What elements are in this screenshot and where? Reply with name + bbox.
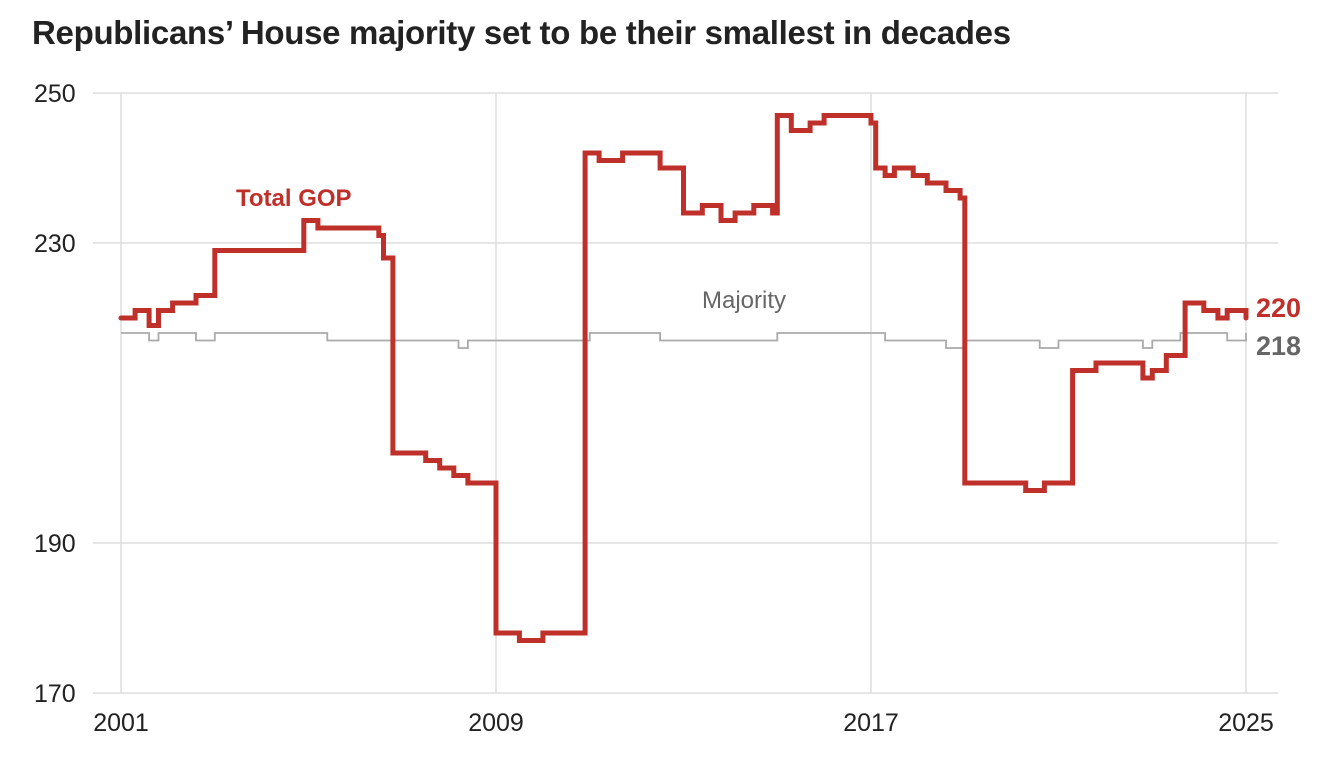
chart-title: Republicans’ House majority set to be th… [32, 14, 1011, 51]
grid-lines [93, 92, 1278, 694]
end-label-majority: 218 [1256, 331, 1301, 361]
series-line-total-gop [118, 113, 1249, 643]
series-line-majority [121, 332, 1247, 349]
series-label-total-gop: Total GOP [236, 185, 352, 212]
x-tick-label-2001: 2001 [93, 709, 149, 737]
x-tick-label-2009: 2009 [468, 709, 524, 737]
y-tick-label-230: 230 [34, 230, 76, 258]
x-tick-label-2025: 2025 [1218, 709, 1274, 737]
series-lines [118, 113, 1249, 643]
series-label-majority: Majority [702, 287, 786, 314]
axis-ticks: 250 230 190 170 2001 2009 2017 2025 [34, 80, 1274, 737]
series-labels: Total GOP Majority 220 218 [236, 185, 1301, 361]
x-tick-label-2017: 2017 [843, 709, 899, 737]
y-tick-label-250: 250 [34, 80, 76, 108]
y-tick-label-190: 190 [34, 530, 76, 558]
y-tick-label-170: 170 [34, 680, 76, 708]
end-label-total-gop: 220 [1256, 293, 1301, 323]
